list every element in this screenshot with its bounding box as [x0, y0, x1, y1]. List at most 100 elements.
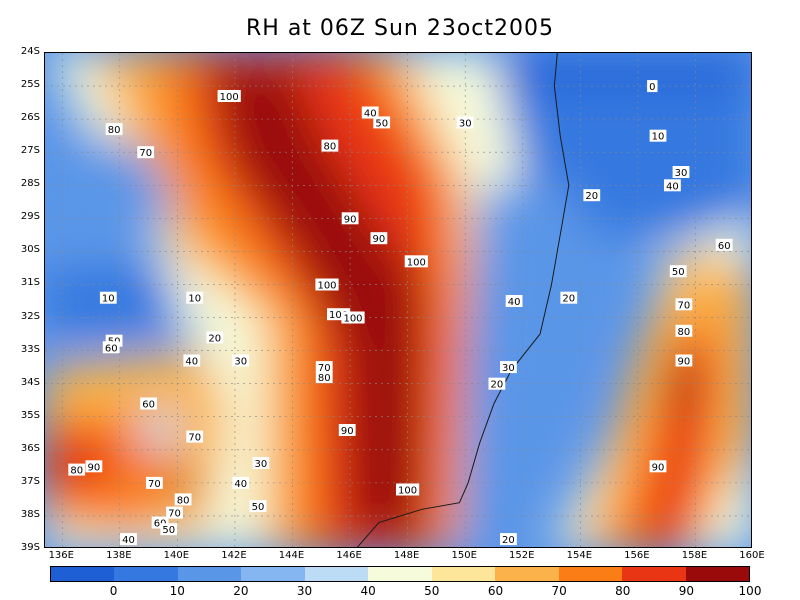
colorbar-label: 30 [296, 584, 313, 598]
colorbar-segment [685, 567, 749, 581]
svg-text:40: 40 [122, 535, 135, 546]
latitude-label: 39S [20, 542, 40, 553]
contour-label: 30 [252, 457, 270, 470]
contour-label: 80 [321, 139, 339, 153]
svg-text:40: 40 [666, 181, 679, 192]
svg-text:30: 30 [675, 168, 688, 179]
contour-label: 80 [675, 324, 693, 338]
longitude-label: 140E [163, 550, 190, 561]
contour-label: 40 [120, 533, 137, 546]
svg-text:80: 80 [177, 495, 190, 506]
contour-label: 90 [649, 460, 667, 473]
contour-label: 90 [370, 232, 388, 245]
svg-text:80: 80 [678, 327, 691, 338]
contour-label: 90 [338, 424, 356, 437]
colorbar-label: 90 [678, 584, 694, 598]
contour-label: 100 [396, 483, 420, 497]
latitude-label: 25S [20, 79, 40, 91]
svg-text:50: 50 [252, 502, 265, 513]
svg-text:100: 100 [329, 310, 348, 321]
colorbar-label: 70 [551, 584, 567, 598]
svg-text:70: 70 [148, 479, 161, 490]
svg-text:50: 50 [672, 267, 685, 278]
latitude-label: 29S [20, 211, 40, 223]
contour-label: 70 [146, 476, 163, 490]
svg-text:90: 90 [652, 462, 665, 473]
contour-label: 50 [373, 116, 391, 129]
svg-text:40: 40 [185, 357, 198, 368]
svg-text:100: 100 [317, 281, 336, 292]
latitude-label: 34S [20, 376, 40, 388]
svg-text:20: 20 [491, 380, 504, 391]
svg-text:70: 70 [188, 433, 201, 444]
contour-label: 50 [249, 500, 267, 513]
latitude-label: 38S [20, 508, 40, 520]
longitude-label: 142E [221, 550, 247, 561]
contour-label: 60 [140, 397, 157, 411]
contour-label: 30 [456, 116, 474, 129]
svg-text:20: 20 [502, 535, 515, 546]
svg-text:70: 70 [318, 363, 331, 374]
svg-text:50: 50 [375, 118, 388, 129]
contour-label: 80 [315, 371, 333, 384]
contour-label: 80 [174, 493, 192, 506]
svg-text:80: 80 [324, 142, 337, 153]
svg-text:70: 70 [678, 300, 691, 311]
latitude-label: 28S [20, 178, 40, 190]
svg-text:90: 90 [341, 426, 354, 437]
svg-text:70: 70 [139, 148, 152, 159]
svg-text:60: 60 [154, 519, 167, 530]
svg-text:30: 30 [459, 118, 472, 129]
colorbar-segment [51, 567, 115, 581]
svg-text:90: 90 [88, 462, 101, 473]
colorbar-segment [431, 567, 496, 581]
contour-label: 90 [85, 460, 103, 473]
longitude-label: 146E [336, 550, 362, 561]
contour-label: 70 [166, 506, 183, 520]
contour-label: 40 [361, 106, 379, 120]
contour-label: 60 [715, 238, 733, 252]
contour-label: 70 [315, 361, 333, 374]
colorbar-label: 20 [233, 584, 249, 598]
svg-text:80: 80 [108, 125, 121, 136]
contour-label: 10 [99, 291, 117, 305]
latitude-label: 24S [20, 46, 40, 57]
svg-text:70: 70 [168, 509, 181, 520]
colorbar-segment [304, 567, 369, 581]
latitude-label: 26S [20, 112, 40, 124]
longitude-label: 154E [566, 550, 593, 561]
contour-label: 50 [669, 265, 687, 278]
contour-label: 60 [102, 341, 120, 354]
latitude-label: 31S [20, 277, 40, 289]
humidity-field-20 [459, 185, 581, 547]
svg-text:100: 100 [398, 486, 417, 497]
colorbar-label: 40 [360, 584, 376, 598]
colorbar-segment [495, 567, 559, 581]
longitude-label: 152E [509, 550, 535, 561]
svg-text:100: 100 [343, 314, 362, 325]
longitude-label: 138E [106, 550, 132, 561]
contour-label: 80 [105, 123, 123, 136]
colorbar-label: 10 [169, 584, 185, 598]
contour-label: 100 [217, 90, 241, 103]
svg-text:30: 30 [502, 363, 515, 374]
contour-label: 100 [404, 255, 428, 268]
svg-text:30: 30 [234, 357, 247, 368]
svg-text:50: 50 [162, 525, 175, 536]
longitude-label: 136E [48, 550, 74, 561]
colorbar-segment [558, 567, 623, 581]
svg-text:40: 40 [508, 297, 521, 308]
colorbar-segment [114, 567, 178, 581]
contour-label: 40 [664, 179, 681, 192]
svg-text:60: 60 [142, 400, 155, 411]
svg-text:10: 10 [102, 294, 115, 305]
contour-label: 20 [500, 533, 517, 546]
longitude-label: 148E [393, 550, 420, 561]
colorbar-segment [177, 567, 242, 581]
longitude-label: 156E [624, 550, 650, 561]
contour-label: 100 [341, 311, 365, 325]
svg-text:20: 20 [562, 294, 575, 305]
contour-label: 10 [186, 291, 204, 305]
contour-label: 20 [488, 377, 506, 391]
contour-label: 20 [560, 291, 578, 305]
